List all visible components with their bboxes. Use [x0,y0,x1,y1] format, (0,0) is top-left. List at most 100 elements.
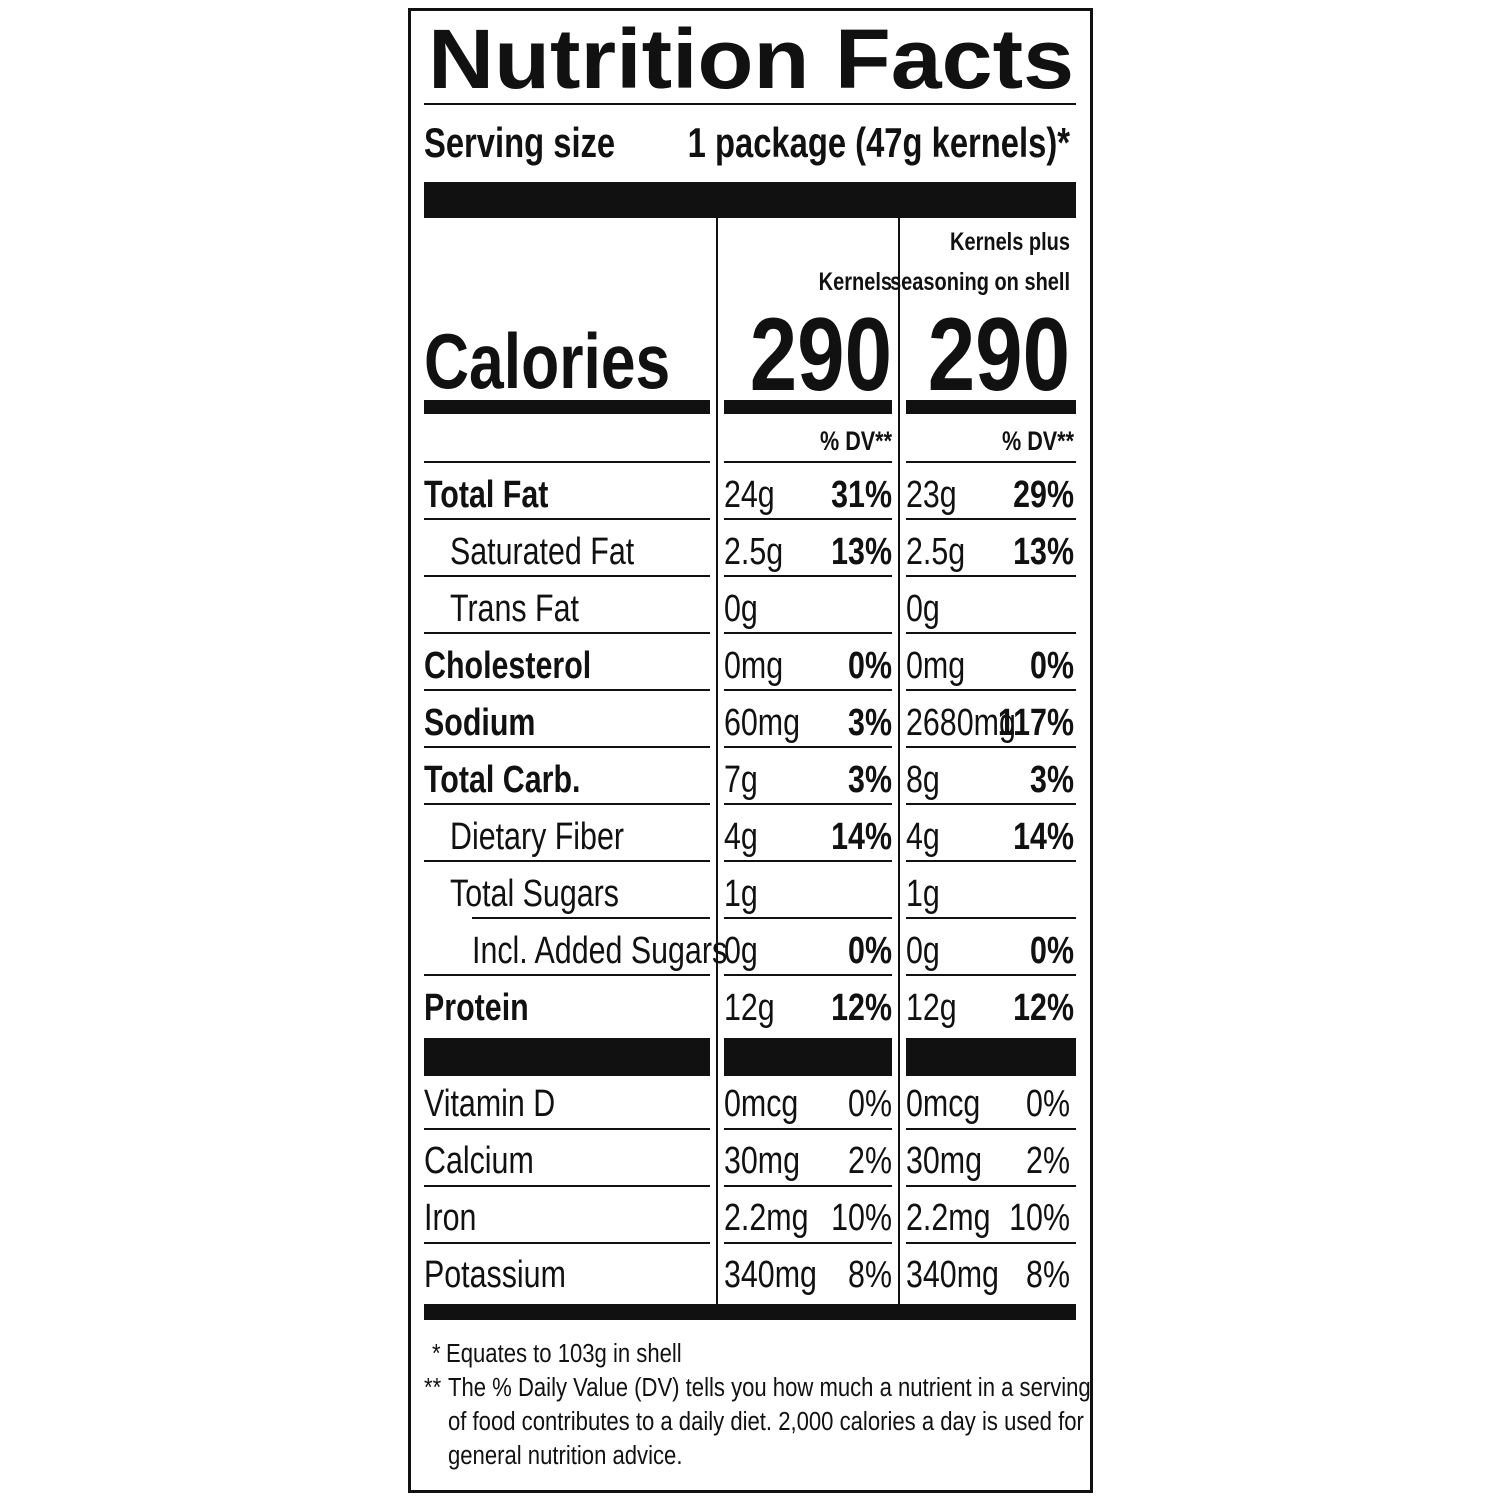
amount: 60mg [724,702,800,744]
rule [906,1242,1076,1244]
percent-dv: 8% [1026,1254,1070,1296]
percent-dv: 2% [848,1140,892,1182]
rule [906,803,1076,805]
rule [906,860,1076,862]
rule [906,461,1076,463]
thick-bar [424,1304,1076,1320]
percent-dv: 14% [1013,816,1074,858]
vitamin-name: Vitamin D [424,1083,555,1125]
rule [724,575,892,577]
sub-nutrient-name: Incl. Added Sugars [472,930,727,972]
dv-header: % DV** [820,427,892,457]
rule [906,974,1076,976]
column-divider [898,218,900,1304]
amount: 0g [724,930,758,972]
rule [906,1185,1076,1187]
rule [724,632,892,634]
footnote-text: Equates to 103g in shell [446,1339,682,1368]
percent-dv: 3% [1030,759,1074,801]
rule [906,632,1076,634]
amount: 8g [906,759,940,801]
rule [424,803,710,805]
percent-dv: 0% [1030,645,1074,687]
calories-bar [724,400,892,414]
rule [424,1128,710,1130]
dv-header: % DV** [1002,427,1074,457]
amount: 12g [906,987,957,1029]
column-header: Kernels plus [950,228,1070,256]
amount: 12g [724,987,775,1029]
rule [906,1128,1076,1130]
percent-dv: 0% [848,645,892,687]
percent-dv: 14% [831,816,892,858]
section-bar [906,1038,1076,1076]
percent-dv: 3% [848,759,892,801]
percent-dv: 117% [998,702,1074,744]
percent-dv: 0% [1030,930,1074,972]
title: Nutrition Facts [428,12,1074,106]
amount: 0g [724,588,758,630]
rule [724,917,892,919]
amount: 2.5g [906,531,965,573]
nutrient-name: Protein [424,987,529,1029]
amount: 0mcg [906,1083,980,1125]
rule [724,974,892,976]
rule [424,1185,710,1187]
serving-label: Serving size [424,119,615,166]
amount: 0mg [906,645,965,687]
amount: 30mg [724,1140,800,1182]
footnote-text: The % Daily Value (DV) tells you how muc… [448,1373,1091,1402]
rule [424,1242,710,1244]
percent-dv: 8% [848,1254,892,1296]
section-bar [724,1038,892,1076]
rule [906,917,1076,919]
rule [424,860,710,862]
rule [724,803,892,805]
rule [424,746,710,748]
rule [424,575,710,577]
percent-dv: 2% [1026,1140,1070,1182]
label-border [408,8,1093,1493]
percent-dv: 10% [1009,1197,1070,1239]
rule [472,917,710,919]
rule [424,689,710,691]
calories-value: 290 [750,297,892,413]
rule [906,575,1076,577]
nutrient-name: Sodium [424,702,535,744]
amount: 0g [906,588,940,630]
rule [724,1185,892,1187]
amount: 2.2mg [906,1197,990,1239]
vitamin-name: Potassium [424,1254,566,1296]
footnote-mark: ** [424,1373,441,1402]
rule [906,746,1076,748]
rule [424,103,1076,105]
amount: 24g [724,474,775,516]
rule [424,518,710,520]
amount: 4g [906,816,940,858]
calories-bar [424,400,710,414]
amount: 7g [724,759,758,801]
amount: 2.5g [724,531,783,573]
rule [724,461,892,463]
nutrient-name: Total Carb. [424,759,580,801]
calories-value: 290 [928,297,1070,413]
thick-bar [424,182,1076,218]
percent-dv: 3% [848,702,892,744]
rule [424,632,710,634]
amount: 2680mg [906,702,1016,744]
percent-dv: 10% [831,1197,892,1239]
rule [424,974,710,976]
amount: 30mg [906,1140,982,1182]
rule [724,1242,892,1244]
nutrient-name: Total Fat [424,474,549,516]
percent-dv: 13% [831,531,892,573]
percent-dv: 0% [848,1083,892,1125]
percent-dv: 12% [831,987,892,1029]
rule [906,518,1076,520]
vitamin-name: Calcium [424,1140,534,1182]
calories-label: Calories [424,317,670,404]
percent-dv: 31% [831,474,892,516]
rule [724,518,892,520]
sub-nutrient-name: Dietary Fiber [450,816,624,858]
